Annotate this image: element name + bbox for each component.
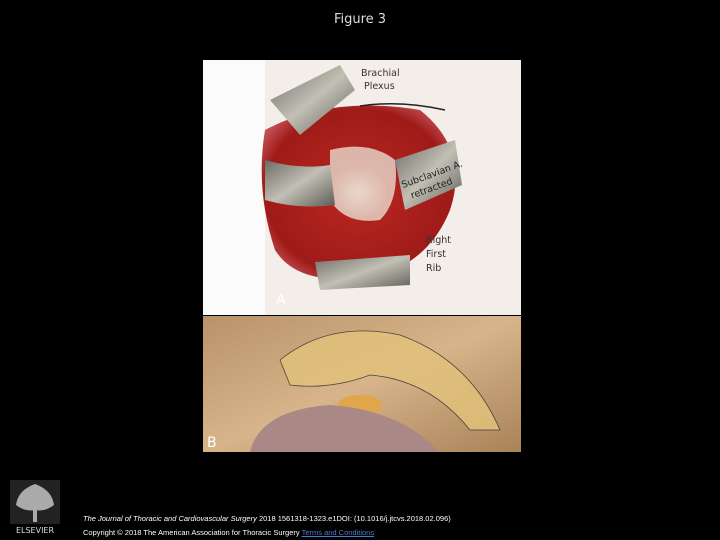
panel-b: B bbox=[203, 316, 521, 452]
panel-b-letter: B bbox=[207, 435, 217, 451]
panel-a-letter: A bbox=[276, 292, 286, 308]
label-first-rib: Right First Rib bbox=[426, 235, 454, 274]
panel-a: Brachial Plexus Subclavian A. retracted … bbox=[203, 60, 521, 315]
citation: The Journal of Thoracic and Cardiovascul… bbox=[83, 514, 451, 523]
publisher-logo: ELSEVIER bbox=[10, 480, 60, 535]
citation-details: 2018 1561318-1323.e1DOI: (10.1016/j.jtcv… bbox=[258, 514, 451, 523]
terms-link[interactable]: Terms and Conditions bbox=[301, 528, 375, 537]
journal-name: The Journal of Thoracic and Cardiovascul… bbox=[83, 514, 257, 523]
copyright-line: Copyright © 2018 The American Associatio… bbox=[83, 528, 374, 537]
copyright: Copyright © 2018 The American Associatio… bbox=[83, 528, 300, 537]
logo-text: ELSEVIER bbox=[16, 526, 55, 535]
slide-title: Figure 3 bbox=[334, 12, 386, 27]
label-brachial-plexus: Brachial Plexus bbox=[361, 68, 403, 92]
